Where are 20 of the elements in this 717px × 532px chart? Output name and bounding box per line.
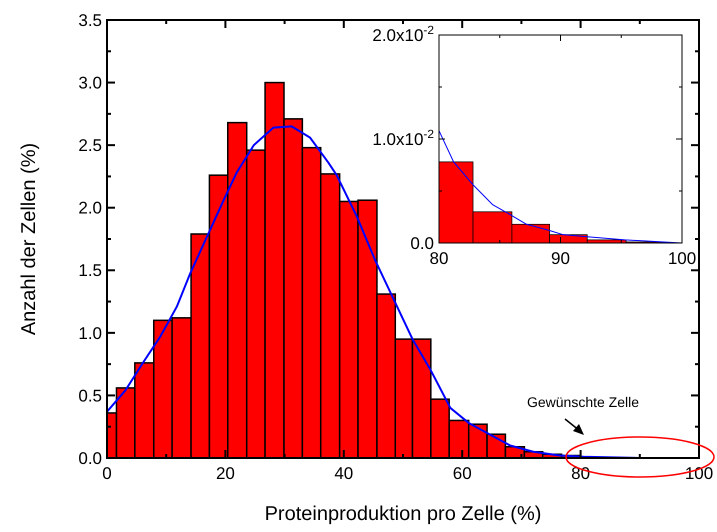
x-tick-label: 40	[334, 464, 354, 483]
x-tick-label: 20	[216, 464, 235, 483]
y-tick-label: 0.5	[78, 386, 102, 406]
y-tick-label: 2.0	[78, 198, 102, 218]
x-axis-title: Proteinproduktion pro Zelle (%)	[264, 503, 542, 525]
y-tick-label: 2.5	[78, 136, 102, 156]
y-tick-label: 2.0x10$^{-2}$	[372, 22, 434, 45]
x-tick-label: 100	[684, 464, 714, 483]
x-tick-label: 60	[452, 464, 472, 483]
y-axis-title: Anzahl der Zellen (%)	[18, 142, 40, 336]
y-tick-label: 1.0x10$^{-2}$	[372, 126, 434, 149]
y-tick-label: 0.0	[78, 448, 102, 468]
y-tick-label: 1.0	[78, 324, 102, 343]
y-tick-label: 3.5	[78, 10, 102, 30]
y-tick-label: 3.0	[78, 74, 102, 93]
x-tick-label: 100	[668, 249, 696, 268]
y-tick-label: 1.5	[78, 261, 102, 280]
x-tick-label: 0	[102, 464, 112, 483]
x-tick-label: 90	[551, 249, 570, 268]
annotation: Gewünschte Zelle	[526, 394, 640, 410]
